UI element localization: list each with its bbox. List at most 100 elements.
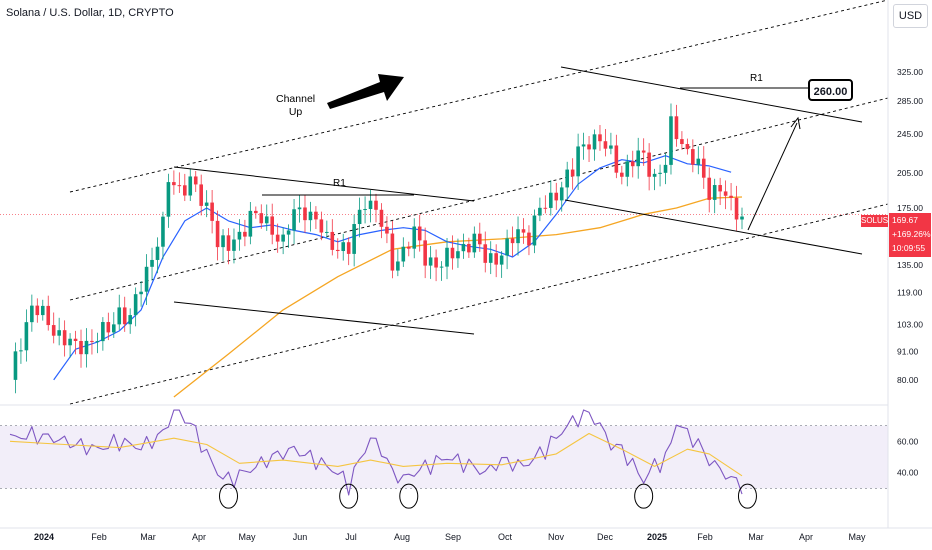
candle-body [734, 197, 739, 220]
candle-body [701, 158, 706, 178]
candle-body [696, 158, 701, 165]
rsi-oversold-circle [339, 483, 359, 509]
candle-body [210, 202, 214, 221]
rsi-signal-line [9, 432, 743, 477]
x-tick-label: Oct [498, 532, 513, 542]
candle-body [62, 330, 67, 346]
candle-body [346, 242, 351, 254]
projection-arrow-line [747, 122, 798, 231]
candle-body [374, 200, 378, 210]
candle-body [521, 229, 526, 233]
upper-trendline-left [173, 166, 475, 202]
y-tick-label: 205.00 [897, 168, 923, 178]
candle-body [412, 226, 417, 249]
candle-body [303, 207, 307, 221]
candle-body [35, 305, 40, 316]
candle-body [286, 230, 291, 235]
channel-up-arrow [327, 74, 404, 109]
rsi-band-rect [0, 425, 888, 489]
candle-body [292, 209, 296, 231]
candle-body [658, 172, 662, 174]
candle-body [510, 238, 515, 244]
rsi-series [9, 409, 757, 509]
last-price: 169.67 [892, 215, 918, 225]
candle-body [199, 184, 203, 206]
y-tick-label: 285.00 [897, 96, 923, 106]
candle-body [281, 234, 285, 242]
candle-body [314, 211, 318, 220]
candle-body [674, 116, 679, 140]
candle-body [609, 145, 613, 149]
candle-body [723, 191, 728, 196]
candle-body [183, 185, 187, 196]
x-tick-label: Dec [597, 532, 614, 542]
candle-body [166, 182, 171, 217]
candle-body [598, 134, 602, 142]
y-tick-label: 245.00 [897, 129, 923, 139]
candle-body [587, 144, 591, 150]
x-tick-label: 2025 [647, 532, 667, 542]
candle-body [680, 139, 684, 145]
candle-body [193, 176, 198, 185]
channel-dashed-line [69, 0, 889, 193]
candle-body [133, 294, 138, 316]
x-tick-label: Nov [548, 532, 565, 542]
candle-body [341, 242, 346, 252]
candle-body [275, 234, 280, 242]
candle-body [221, 235, 225, 248]
candle-body [248, 210, 253, 237]
candle-body [51, 325, 56, 336]
candle-body [570, 169, 575, 177]
x-tick-label: 2024 [34, 532, 54, 542]
x-tick-label: Feb [91, 532, 107, 542]
candle-body [691, 149, 695, 165]
candle-body [368, 200, 373, 210]
drawings [173, 66, 863, 335]
candle-body [576, 146, 580, 177]
candle-body [128, 315, 132, 325]
candle-body [456, 251, 460, 259]
candle-body [549, 192, 553, 208]
candle-body [467, 243, 471, 253]
y-tick-label: 80.00 [897, 375, 919, 385]
candle-body [101, 322, 105, 342]
candle-body [647, 152, 651, 177]
candle-body [325, 231, 329, 233]
channel-label-1: Channel [276, 93, 316, 105]
candle-body [264, 216, 269, 224]
x-tick-label: Aug [394, 532, 410, 542]
candle-body [499, 255, 504, 265]
candle-body [401, 246, 406, 262]
currency-button[interactable]: USD [893, 4, 928, 28]
channel-lines [69, 0, 889, 405]
candle-body [243, 231, 247, 237]
x-tick-label: May [238, 532, 256, 542]
candle-body [423, 240, 427, 266]
channel-up-label: Channel Up [276, 93, 315, 119]
upper-trendline-right [560, 66, 863, 123]
candle-body [390, 233, 395, 271]
y-tick-label: 119.00 [897, 288, 923, 298]
rsi-tick-label: 40.00 [897, 468, 919, 478]
candle-body [226, 235, 231, 251]
candle-body [707, 177, 712, 200]
candle-body [24, 322, 29, 351]
candle-body [450, 247, 455, 259]
candle-body [712, 185, 717, 200]
candle-body [150, 259, 154, 267]
candle-body [259, 213, 264, 224]
candle-body [330, 231, 335, 250]
x-tick-label: Mar [748, 532, 764, 542]
candle-body [461, 243, 466, 252]
candle-body [554, 192, 559, 201]
candle-body [357, 209, 362, 225]
candle-body [532, 215, 537, 246]
candle-body [439, 266, 444, 268]
candle-body [428, 257, 433, 266]
price-change: +169.26% [892, 229, 931, 239]
chart-title: Solana / U.S. Dollar, 1D, CRYPTO [6, 7, 174, 19]
candle-body [352, 224, 356, 254]
candle-body [614, 145, 619, 173]
y-tick-label: 175.00 [897, 203, 923, 213]
